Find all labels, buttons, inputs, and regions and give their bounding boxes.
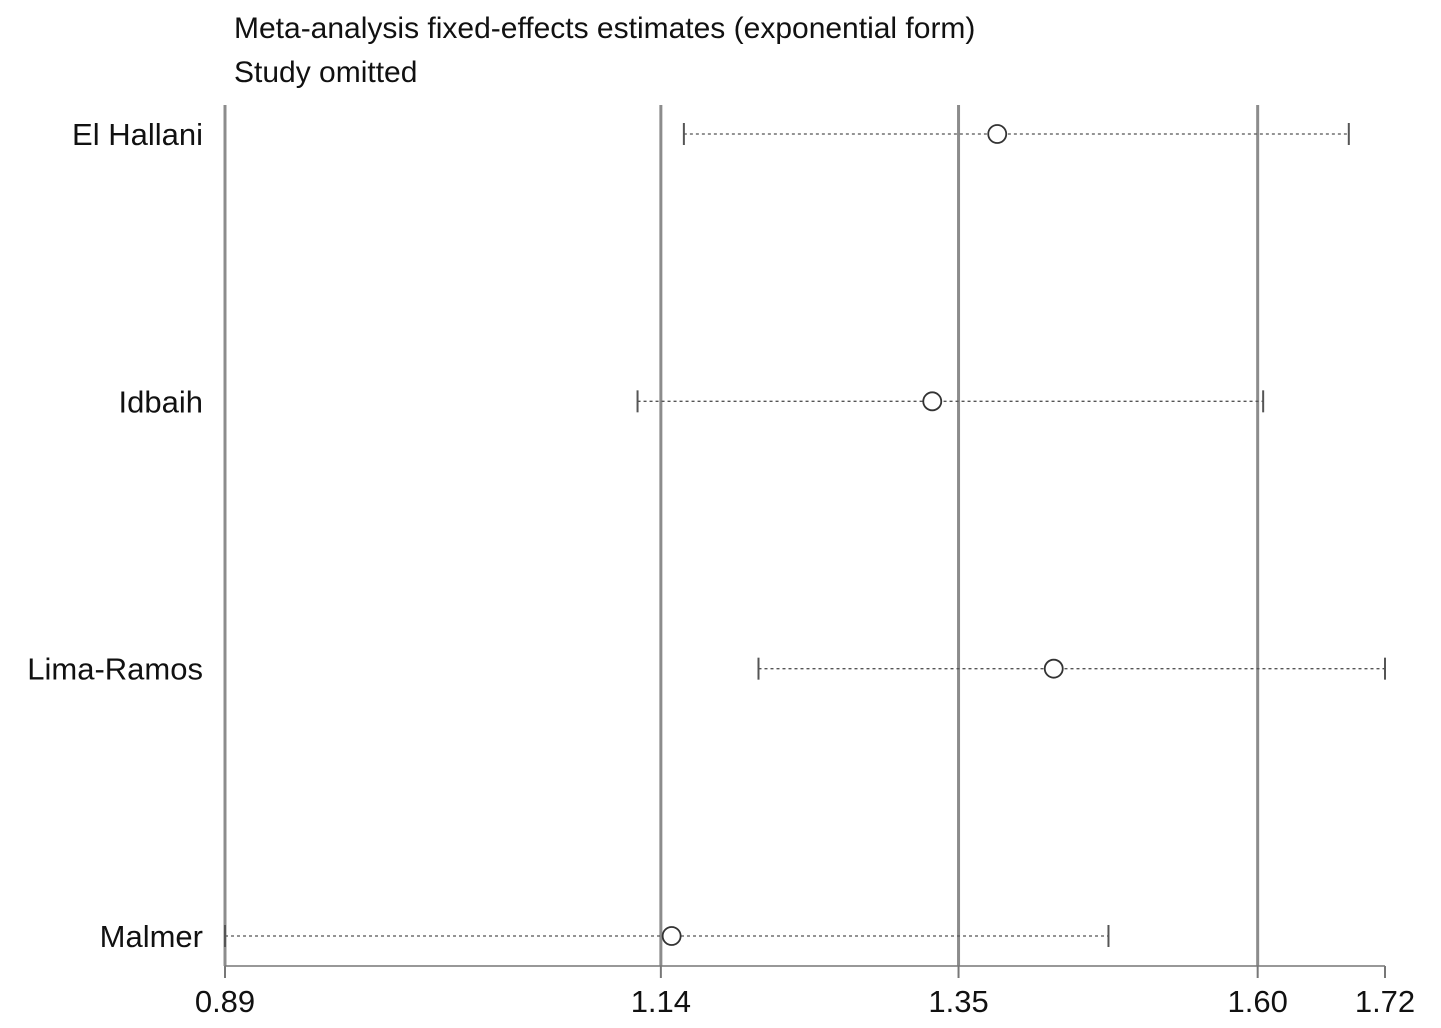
study-label: Idbaih: [119, 384, 203, 419]
x-tick-label-3: 1.60: [1227, 984, 1287, 1019]
x-tick-label-0: 0.89: [195, 984, 255, 1019]
study-label: El Hallani: [72, 117, 203, 152]
study-label: Lima-Ramos: [27, 652, 203, 687]
point-estimate-marker: [661, 926, 682, 946]
study-rows: El Hallani Idbaih Lima-Ramos Malmer: [27, 117, 1386, 954]
chart-subtitle: Study omitted: [234, 56, 417, 89]
point-estimate-marker: [1043, 658, 1064, 679]
chart-title: Meta-analysis fixed-effects estimates (e…: [234, 12, 975, 45]
x-tick-label-1: 1.14: [631, 984, 691, 1019]
x-tick-label-4: 1.72: [1355, 984, 1415, 1019]
x-tick-label-2: 1.35: [928, 984, 988, 1019]
point-estimate-marker: [987, 124, 1008, 144]
x-axis: 0.89 1.14 1.35 1.60 1.72: [195, 965, 1415, 1019]
study-label: Malmer: [100, 919, 203, 954]
point-estimate-marker: [922, 391, 943, 412]
reference-lines: [223, 105, 1260, 966]
